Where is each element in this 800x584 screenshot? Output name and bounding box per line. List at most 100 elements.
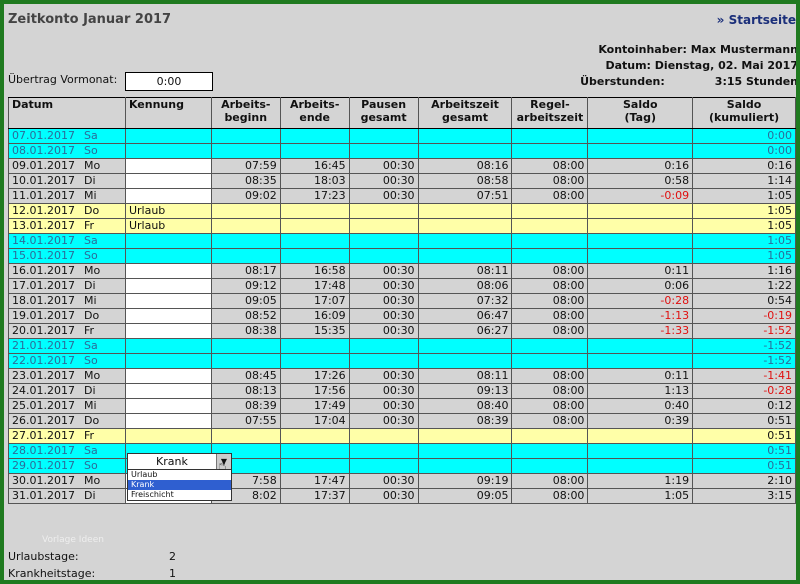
beginn-cell[interactable]: [210, 248, 281, 264]
pause-cell[interactable]: 00:30: [348, 383, 419, 399]
kennung-cell[interactable]: [124, 278, 212, 294]
kennung-cell[interactable]: [124, 248, 212, 264]
pause-cell[interactable]: [348, 218, 419, 234]
kennung-cell[interactable]: [124, 323, 212, 339]
beginn-cell[interactable]: 08:35: [210, 173, 281, 189]
ende-cell[interactable]: 17:56: [279, 383, 350, 399]
kennung-cell[interactable]: [124, 158, 212, 174]
ende-cell[interactable]: 17:07: [279, 293, 350, 309]
ende-cell[interactable]: 15:35: [279, 323, 350, 339]
ende-cell[interactable]: 16:58: [279, 263, 350, 279]
dropdown-option[interactable]: Urlaub: [131, 470, 158, 479]
dropdown-option[interactable]: Krank: [128, 480, 231, 490]
pause-cell[interactable]: 00:30: [348, 173, 419, 189]
pause-cell[interactable]: 00:30: [348, 368, 419, 384]
pause-cell[interactable]: [348, 233, 419, 249]
beginn-cell[interactable]: [210, 218, 281, 234]
beginn-cell[interactable]: 08:17: [210, 263, 281, 279]
pause-cell[interactable]: 00:30: [348, 278, 419, 294]
ende-cell[interactable]: [279, 458, 350, 474]
kennung-cell[interactable]: [124, 233, 212, 249]
pause-cell[interactable]: 00:30: [348, 158, 419, 174]
kennung-cell[interactable]: [124, 188, 212, 204]
beginn-cell[interactable]: 09:02: [210, 188, 281, 204]
ende-cell[interactable]: 17:48: [279, 278, 350, 294]
ende-cell[interactable]: [279, 203, 350, 219]
ende-cell[interactable]: [279, 338, 350, 354]
kennung-cell[interactable]: [124, 338, 212, 354]
beginn-cell[interactable]: [210, 233, 281, 249]
pause-cell[interactable]: [348, 338, 419, 354]
beginn-cell[interactable]: 08:45: [210, 368, 281, 384]
beginn-cell[interactable]: 08:38: [210, 323, 281, 339]
pause-cell[interactable]: 00:30: [348, 488, 419, 504]
kennung-cell[interactable]: [124, 368, 212, 384]
pause-cell[interactable]: [348, 428, 419, 444]
ende-cell[interactable]: [279, 233, 350, 249]
pause-cell[interactable]: 00:30: [348, 188, 419, 204]
ende-cell[interactable]: [279, 248, 350, 264]
ende-cell[interactable]: [279, 218, 350, 234]
beginn-cell[interactable]: [210, 353, 281, 369]
pause-cell[interactable]: 00:30: [348, 293, 419, 309]
kennung-cell[interactable]: [124, 428, 212, 444]
beginn-cell[interactable]: [210, 428, 281, 444]
kennung-cell[interactable]: [124, 173, 212, 189]
kennung-cell[interactable]: [124, 353, 212, 369]
ende-cell[interactable]: [279, 443, 350, 459]
ende-cell[interactable]: 18:03: [279, 173, 350, 189]
uebertrag-input[interactable]: 0:00: [125, 72, 213, 91]
kennung-cell[interactable]: [124, 263, 212, 279]
ende-cell[interactable]: 17:23: [279, 188, 350, 204]
beginn-cell[interactable]: [210, 143, 281, 159]
beginn-cell[interactable]: [210, 128, 281, 144]
ende-cell[interactable]: [279, 428, 350, 444]
ende-cell[interactable]: [279, 128, 350, 144]
ende-cell[interactable]: 17:49: [279, 398, 350, 414]
kennung-cell[interactable]: [124, 128, 212, 144]
pause-cell[interactable]: [348, 128, 419, 144]
pause-cell[interactable]: [348, 248, 419, 264]
beginn-cell[interactable]: 08:52: [210, 308, 281, 324]
pause-cell[interactable]: 00:30: [348, 323, 419, 339]
pause-cell[interactable]: [348, 203, 419, 219]
pause-cell[interactable]: 00:30: [348, 398, 419, 414]
ende-cell[interactable]: 17:37: [279, 488, 350, 504]
kennung-cell[interactable]: [124, 398, 212, 414]
chevron-down-icon[interactable]: ▼: [216, 454, 231, 469]
ende-cell[interactable]: 16:45: [279, 158, 350, 174]
beginn-cell[interactable]: 08:13: [210, 383, 281, 399]
pause-cell[interactable]: 00:30: [348, 308, 419, 324]
kennung-cell[interactable]: [124, 293, 212, 309]
beginn-cell[interactable]: [210, 203, 281, 219]
ende-cell[interactable]: 17:47: [279, 473, 350, 489]
beginn-cell[interactable]: 07:59: [210, 158, 281, 174]
beginn-cell[interactable]: [210, 338, 281, 354]
kennung-cell[interactable]: [124, 143, 212, 159]
kennung-cell[interactable]: Urlaub: [124, 218, 212, 234]
pause-cell[interactable]: [348, 143, 419, 159]
dropdown-option[interactable]: Freischicht: [131, 490, 174, 499]
ende-cell[interactable]: [279, 143, 350, 159]
pause-cell[interactable]: 00:30: [348, 263, 419, 279]
kennung-cell[interactable]: [124, 413, 212, 429]
pause-cell[interactable]: 00:30: [348, 413, 419, 429]
ende-cell[interactable]: 16:09: [279, 308, 350, 324]
startseite-link[interactable]: » Startseite: [716, 13, 796, 27]
beginn-cell[interactable]: 08:39: [210, 398, 281, 414]
ende-cell[interactable]: 17:04: [279, 413, 350, 429]
pause-cell[interactable]: [348, 353, 419, 369]
ende-cell[interactable]: 17:26: [279, 368, 350, 384]
beginn-cell[interactable]: 09:12: [210, 278, 281, 294]
beginn-cell[interactable]: 09:05: [210, 293, 281, 309]
beginn-cell[interactable]: 07:55: [210, 413, 281, 429]
kennung-cell[interactable]: [124, 308, 212, 324]
pause-cell[interactable]: 00:30: [348, 473, 419, 489]
pause-cell[interactable]: [348, 443, 419, 459]
kennung-cell[interactable]: [124, 383, 212, 399]
kennung-dropdown[interactable]: Krank ▼: [127, 453, 232, 470]
az-cell: 09:05: [417, 488, 513, 504]
pause-cell[interactable]: [348, 458, 419, 474]
ende-cell[interactable]: [279, 353, 350, 369]
kennung-cell[interactable]: Urlaub: [124, 203, 212, 219]
